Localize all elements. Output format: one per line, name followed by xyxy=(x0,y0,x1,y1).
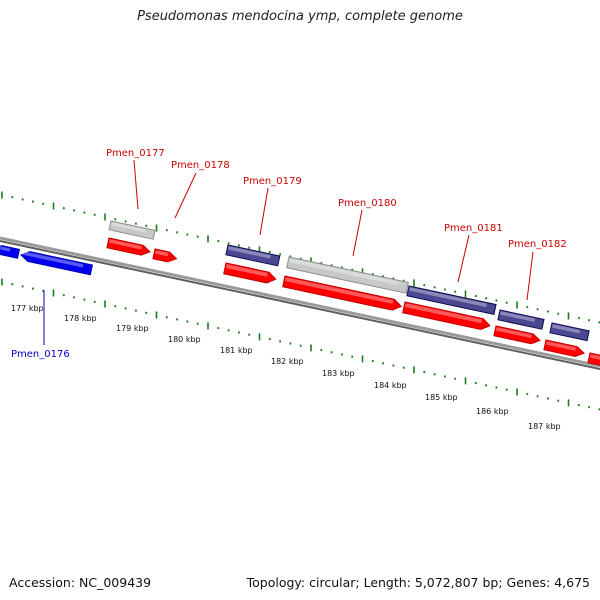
gene-label-pmen-0182: Pmen_0182 xyxy=(508,239,567,250)
kbp-label: 183 kbp xyxy=(322,369,355,378)
accession-text: Accession: NC_009439 xyxy=(9,575,152,590)
lower-tick-track xyxy=(1,278,600,411)
kbp-label: 184 kbp xyxy=(374,381,407,390)
feature-track xyxy=(0,220,600,366)
cds-next xyxy=(543,339,585,357)
leader-pmen-0180 xyxy=(352,209,363,257)
kbp-label: 177 kbp xyxy=(11,304,44,313)
topology-text: Topology: circular; Length: 5,072,807 bp… xyxy=(246,575,590,590)
kbp-label: 186 kbp xyxy=(476,407,509,416)
gene-label-pmen-0179: Pmen_0179 xyxy=(243,176,302,187)
gene-label-pmen-0181: Pmen_0181 xyxy=(444,223,503,234)
cds-pmen-0182 xyxy=(493,325,541,345)
feature-pmen-0180 xyxy=(286,256,409,294)
cds-pmen-0176 xyxy=(20,251,94,276)
cds-pmen-0180 xyxy=(282,275,403,311)
kbp-label: 179 kbp xyxy=(116,324,149,333)
feature-next xyxy=(549,322,590,342)
cds-pmen-0181 xyxy=(402,301,491,330)
kbp-scale: 177 kbp 178 kbp 179 kbp 180 kbp 181 kbp 182 k… xyxy=(11,304,561,431)
cds-pmen-0178 xyxy=(152,248,178,263)
gene-label-pmen-0176: Pmen_0176 xyxy=(11,349,70,360)
feature-pmen-0179 xyxy=(225,244,281,267)
gene-label-pmen-0177: Pmen_0177 xyxy=(106,148,165,159)
label-leaders xyxy=(43,159,534,345)
leader-pmen-0178 xyxy=(174,172,197,219)
cds-pmen-0177 xyxy=(106,237,151,256)
kbp-label: 181 kbp xyxy=(220,346,253,355)
kbp-label: 180 kbp xyxy=(168,335,201,344)
gene-labels: Pmen_0176 Pmen_0177 Pmen_0178 Pmen_0179 Pmen… xyxy=(11,148,567,360)
leader-pmen-0177 xyxy=(133,159,139,210)
cds-reverse-partial xyxy=(0,245,21,259)
map-title: Pseudomonas mendocina ymp, complete geno… xyxy=(137,9,463,24)
upper-tick-track xyxy=(1,191,600,324)
kbp-label: 178 kbp xyxy=(64,314,97,323)
feature-pmen-0181 xyxy=(406,285,497,315)
leader-pmen-0182 xyxy=(526,251,534,301)
kbp-label: 182 kbp xyxy=(271,357,304,366)
gene-label-pmen-0178: Pmen_0178 xyxy=(171,160,230,171)
leader-pmen-0181 xyxy=(457,234,470,283)
leader-pmen-0179 xyxy=(259,187,269,236)
kbp-label: 185 kbp xyxy=(425,393,458,402)
cds-pmen-0179 xyxy=(223,262,277,284)
gene-label-pmen-0180: Pmen_0180 xyxy=(338,198,397,209)
kbp-label: 187 kbp xyxy=(528,422,561,431)
feature-pmen-0177 xyxy=(108,220,156,240)
feature-pmen-0182 xyxy=(497,309,545,330)
genome-backbone xyxy=(0,236,600,370)
